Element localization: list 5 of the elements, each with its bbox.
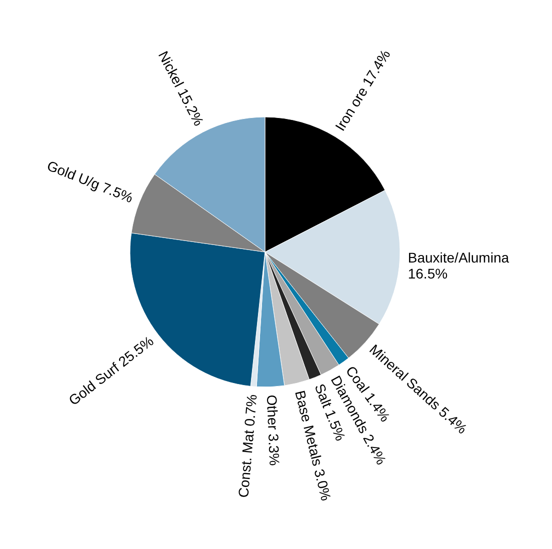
slice-label: Other 3.3% <box>264 394 283 466</box>
slice-label: Const. Mat 0.7% <box>235 394 260 498</box>
slice-label: Gold U/g 7.5% <box>44 157 136 206</box>
data-label: 16.5% <box>408 265 448 282</box>
slice-label: Bauxite/Alumina <box>408 249 510 266</box>
